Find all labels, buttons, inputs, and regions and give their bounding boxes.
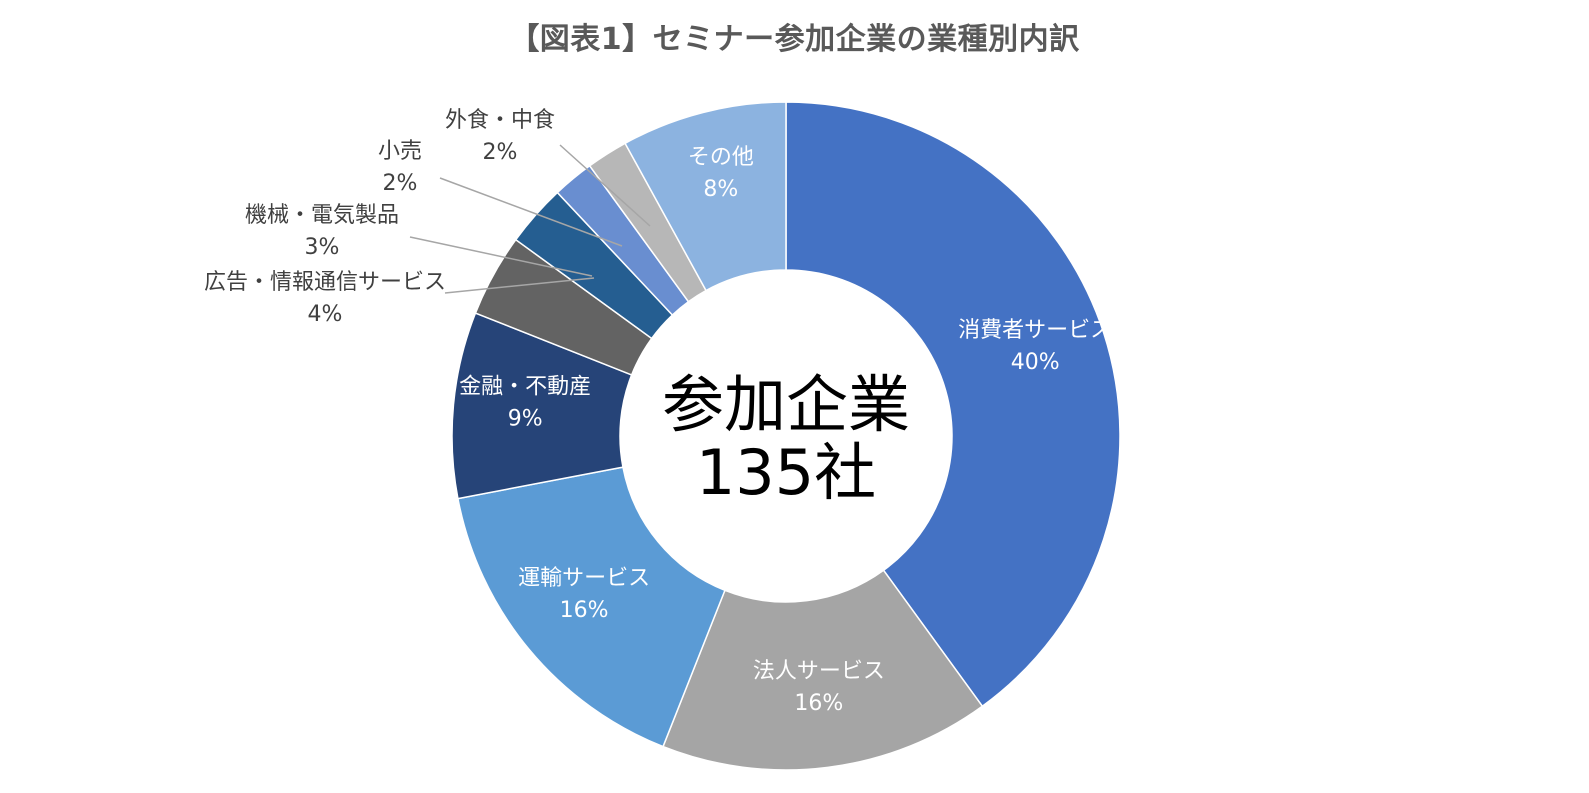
slices-layer <box>451 101 1121 771</box>
slice-1-category-label: 消費者サービス <box>958 318 1112 343</box>
slice-9-category-label: その他 <box>688 145 754 170</box>
slice-5-leader-line <box>444 277 595 294</box>
slice-8-percent-label: 2% <box>483 140 518 165</box>
slice-7-percent-label: 2% <box>383 171 418 196</box>
slice-7-leader-line <box>439 177 623 247</box>
slice-6-percent-label: 3% <box>305 235 340 260</box>
slice-3-wedge <box>457 466 726 748</box>
data-labels-layer: 消費者サービス 40% 法人サービス 16% 運輸サービス 16% 金融・不動産 9% 広告・情… <box>204 108 1112 716</box>
slice-2-category-label: 法人サービス <box>753 659 885 684</box>
slice-4-percent-label: 9% <box>508 406 543 431</box>
center-label-line-1: 参加企業 <box>662 368 910 441</box>
slice-4-category-label: 金融・不動産 <box>459 374 591 399</box>
slice-7-category-label: 小売 <box>378 139 422 164</box>
slice-2-wedge <box>662 569 984 771</box>
slice-3-category-label: 運輸サービス <box>518 566 650 591</box>
slice-9-wedge <box>624 101 787 292</box>
slice-8-leader-line <box>559 144 651 227</box>
slice-8-category-label: 外食・中食 <box>445 108 555 133</box>
slice-1-wedge <box>785 101 1121 708</box>
slice-2-percent-label: 16% <box>794 691 843 716</box>
slice-5-percent-label: 4% <box>308 302 343 327</box>
leader-lines-layer <box>409 144 651 294</box>
slice-9-percent-label: 8% <box>703 177 738 202</box>
slice-5-category-label: 広告・情報通信サービス <box>204 270 446 295</box>
slice-1-percent-label: 40% <box>1011 350 1060 375</box>
slice-6-leader-line <box>409 236 593 277</box>
slice-3-percent-label: 16% <box>560 598 609 623</box>
center-label-line-2: 135社 <box>696 436 876 509</box>
chart-title: 【図表1】セミナー参加企業の業種別内訳 <box>509 22 1080 57</box>
slice-6-category-label: 機械・電気製品 <box>245 203 399 228</box>
